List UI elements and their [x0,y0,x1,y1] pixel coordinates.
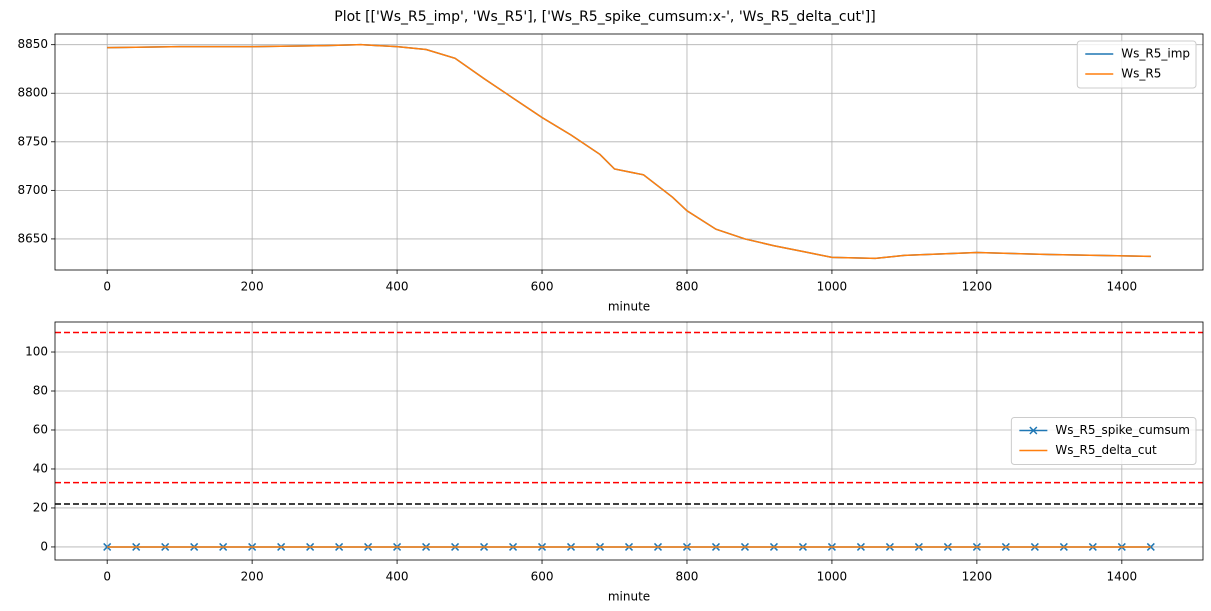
x-tick-label: 1200 [962,280,993,294]
plot-area [55,331,1203,551]
x-tick-label: 1400 [1107,280,1138,294]
legend-marker [1029,426,1038,435]
y-tick-label: 8650 [17,231,48,245]
x-axis-label: minute [608,590,650,604]
x-tick-label: 400 [386,280,409,294]
x-tick-label: 800 [676,570,699,584]
y-tick-label: 40 [33,461,48,475]
y-tick-label: 8850 [17,37,48,51]
axes-frame [54,321,1204,561]
y-tick-label: 8800 [17,86,48,100]
x-tick-label: 0 [103,280,111,294]
axes-frame [54,33,1204,271]
x-tick-label: 600 [531,570,554,584]
x-tick-label: 1200 [962,570,993,584]
y-tick-label: 8700 [17,183,48,197]
figure-title: Plot [['Ws_R5_imp', 'Ws_R5'], ['Ws_R5_sp… [334,9,875,25]
legend-label: Ws_R5_imp [1121,47,1190,61]
legend-label: Ws_R5_delta_cut [1055,443,1157,457]
x-tick-label: 800 [676,280,699,294]
x-tick-label: 600 [531,280,554,294]
legend-label: Ws_R5_spike_cumsum [1055,423,1190,437]
legend: Ws_R5_imp Ws_R5 [1076,40,1197,89]
x-tick-label: 0 [103,570,111,584]
legend: Ws_R5_spike_cumsum Ws_R5_delta_cut [1010,417,1197,465]
series-line [107,43,1151,260]
x-tick-label: 200 [241,280,264,294]
legend-box [1010,417,1197,465]
y-tick-label: 0 [40,539,48,553]
series-line [107,43,1151,260]
x-tick-label: 200 [241,570,264,584]
y-tick-label: 100 [25,345,48,359]
x-tick-label: 1400 [1107,570,1138,584]
y-tick-label: 8750 [17,134,48,148]
x-tick-label: 1000 [817,570,848,584]
y-tick-label: 20 [33,500,48,514]
marker [1146,542,1155,551]
plot-area [107,43,1151,260]
legend-box [1076,40,1197,89]
x-tick-label: 1000 [817,280,848,294]
legend-label: Ws_R5 [1121,67,1161,81]
x-axis-label: minute [608,300,650,314]
y-tick-label: 80 [33,384,48,398]
y-tick-label: 60 [33,422,48,436]
x-tick-label: 400 [386,570,409,584]
